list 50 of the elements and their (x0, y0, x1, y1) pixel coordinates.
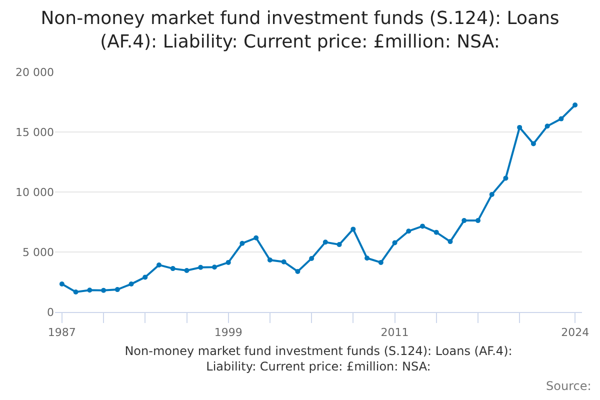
point (254, 235, 259, 240)
point (198, 264, 204, 270)
point (59, 282, 64, 287)
x-tick-label: 2024 (561, 326, 590, 340)
y-tick-label: 15 000 (16, 126, 54, 139)
point (392, 240, 398, 246)
point (558, 116, 564, 122)
point (114, 287, 120, 292)
point (517, 124, 522, 130)
x-tick-label: 1987 (48, 326, 76, 340)
point (406, 228, 412, 234)
point (295, 268, 300, 274)
point (226, 260, 231, 265)
point (322, 240, 328, 245)
point (87, 288, 92, 293)
point (489, 192, 494, 198)
point (212, 264, 217, 270)
source-note: Source: (546, 379, 592, 393)
point (240, 240, 245, 246)
point (336, 242, 342, 248)
point (267, 258, 272, 263)
x-tick-label: 1999 (214, 326, 242, 340)
point (572, 102, 578, 108)
point (73, 289, 78, 294)
y-tick-label: 5 000 (22, 246, 54, 259)
point (184, 268, 190, 273)
point (128, 282, 134, 287)
x-tick-label: 2011 (380, 326, 409, 340)
point (475, 218, 480, 224)
point (364, 256, 370, 261)
point (503, 176, 508, 181)
point (142, 274, 148, 280)
point (101, 288, 106, 293)
point (156, 262, 162, 268)
point (281, 259, 286, 264)
y-tick-label: 0 (47, 306, 54, 319)
point (448, 239, 453, 244)
chart-title: Non-money market fund investment funds (S.124): Loans (AF.4): Liability: Current price: £million: NSA: (40, 8, 560, 52)
point (350, 226, 356, 232)
point (544, 124, 550, 129)
point (170, 266, 176, 272)
point (309, 256, 314, 261)
y-tick-label: 20 000 (16, 66, 54, 79)
point (530, 141, 536, 146)
point (462, 218, 467, 224)
point (420, 224, 426, 229)
x-axis-title: Non-money market fund investment funds (S.124): Loans (AF.4): Liability: Current price: £million: NSA: (124, 344, 512, 374)
y-tick-label: 10 000 (16, 186, 54, 199)
point (434, 230, 439, 235)
point (378, 260, 384, 265)
